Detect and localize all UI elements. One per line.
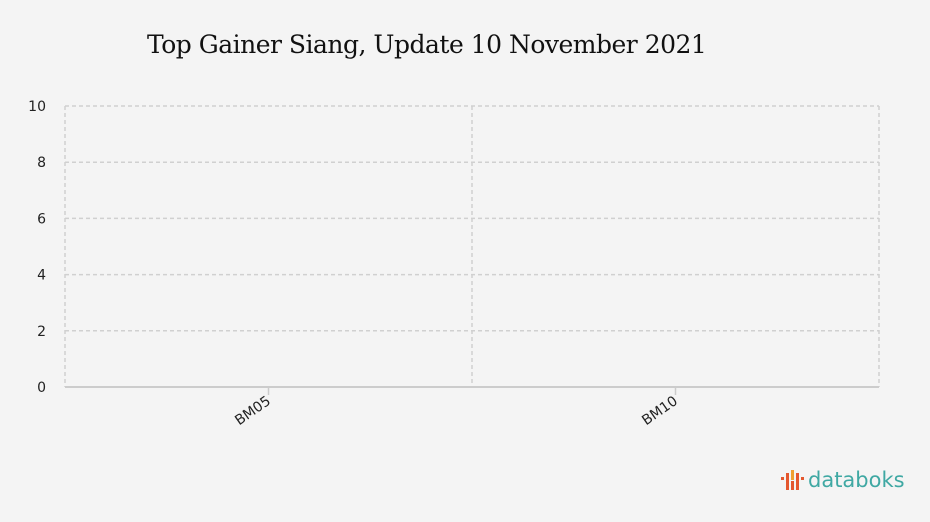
databoks-logo-icon: [781, 470, 804, 490]
y-tick-label: 2: [37, 324, 46, 340]
y-tick-label: 4: [37, 268, 46, 284]
databoks-logo-text: databoks: [808, 468, 905, 492]
y-tick-label: 10: [28, 99, 46, 115]
chart-title: Top Gainer Siang, Update 10 November 202…: [147, 30, 707, 59]
y-tick-label: 8: [37, 155, 46, 171]
x-tick-label: BM05: [232, 393, 274, 429]
databoks-logo: databoks: [780, 468, 905, 492]
y-tick-label: 0: [37, 380, 46, 396]
y-tick-label: 6: [37, 211, 46, 227]
x-tick-label: BM10: [639, 393, 681, 429]
